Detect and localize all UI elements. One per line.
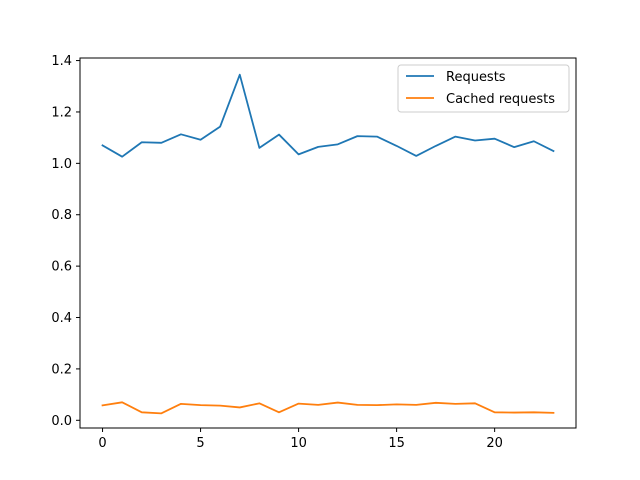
x-tick-label: 15 — [388, 436, 405, 451]
series-line-requests — [101, 73, 555, 158]
x-tick-label: 0 — [98, 436, 106, 451]
series-layer — [101, 73, 555, 415]
x-tick-label: 20 — [486, 436, 503, 451]
y-tick-label: 1.0 — [51, 157, 72, 172]
x-tick-label: 5 — [196, 436, 204, 451]
plot-frame — [79, 57, 577, 429]
legend-box — [397, 64, 570, 113]
y-tick-label: 0.2 — [51, 362, 72, 377]
y-tick-label: 0.0 — [51, 414, 72, 429]
series-line-cached-requests — [101, 401, 555, 415]
y-tick-label: 0.6 — [51, 260, 72, 275]
legend-label-cached-requests: Cached requests — [446, 92, 555, 107]
plot-background — [80, 58, 576, 428]
y-tick-label: 0.4 — [51, 311, 72, 326]
axes-layer: 0 5 10 15 20 0.0 0.2 0.4 0.6 0.8 1.0 1.2 1.4 — [51, 54, 503, 451]
legend: Requests Cached requests — [397, 64, 570, 113]
legend-label-requests: Requests — [446, 70, 506, 85]
y-tick-label: 1.2 — [51, 105, 72, 120]
y-tick-label: 0.8 — [51, 208, 72, 223]
y-tick-label: 1.4 — [51, 54, 72, 69]
x-tick-label: 10 — [290, 436, 307, 451]
